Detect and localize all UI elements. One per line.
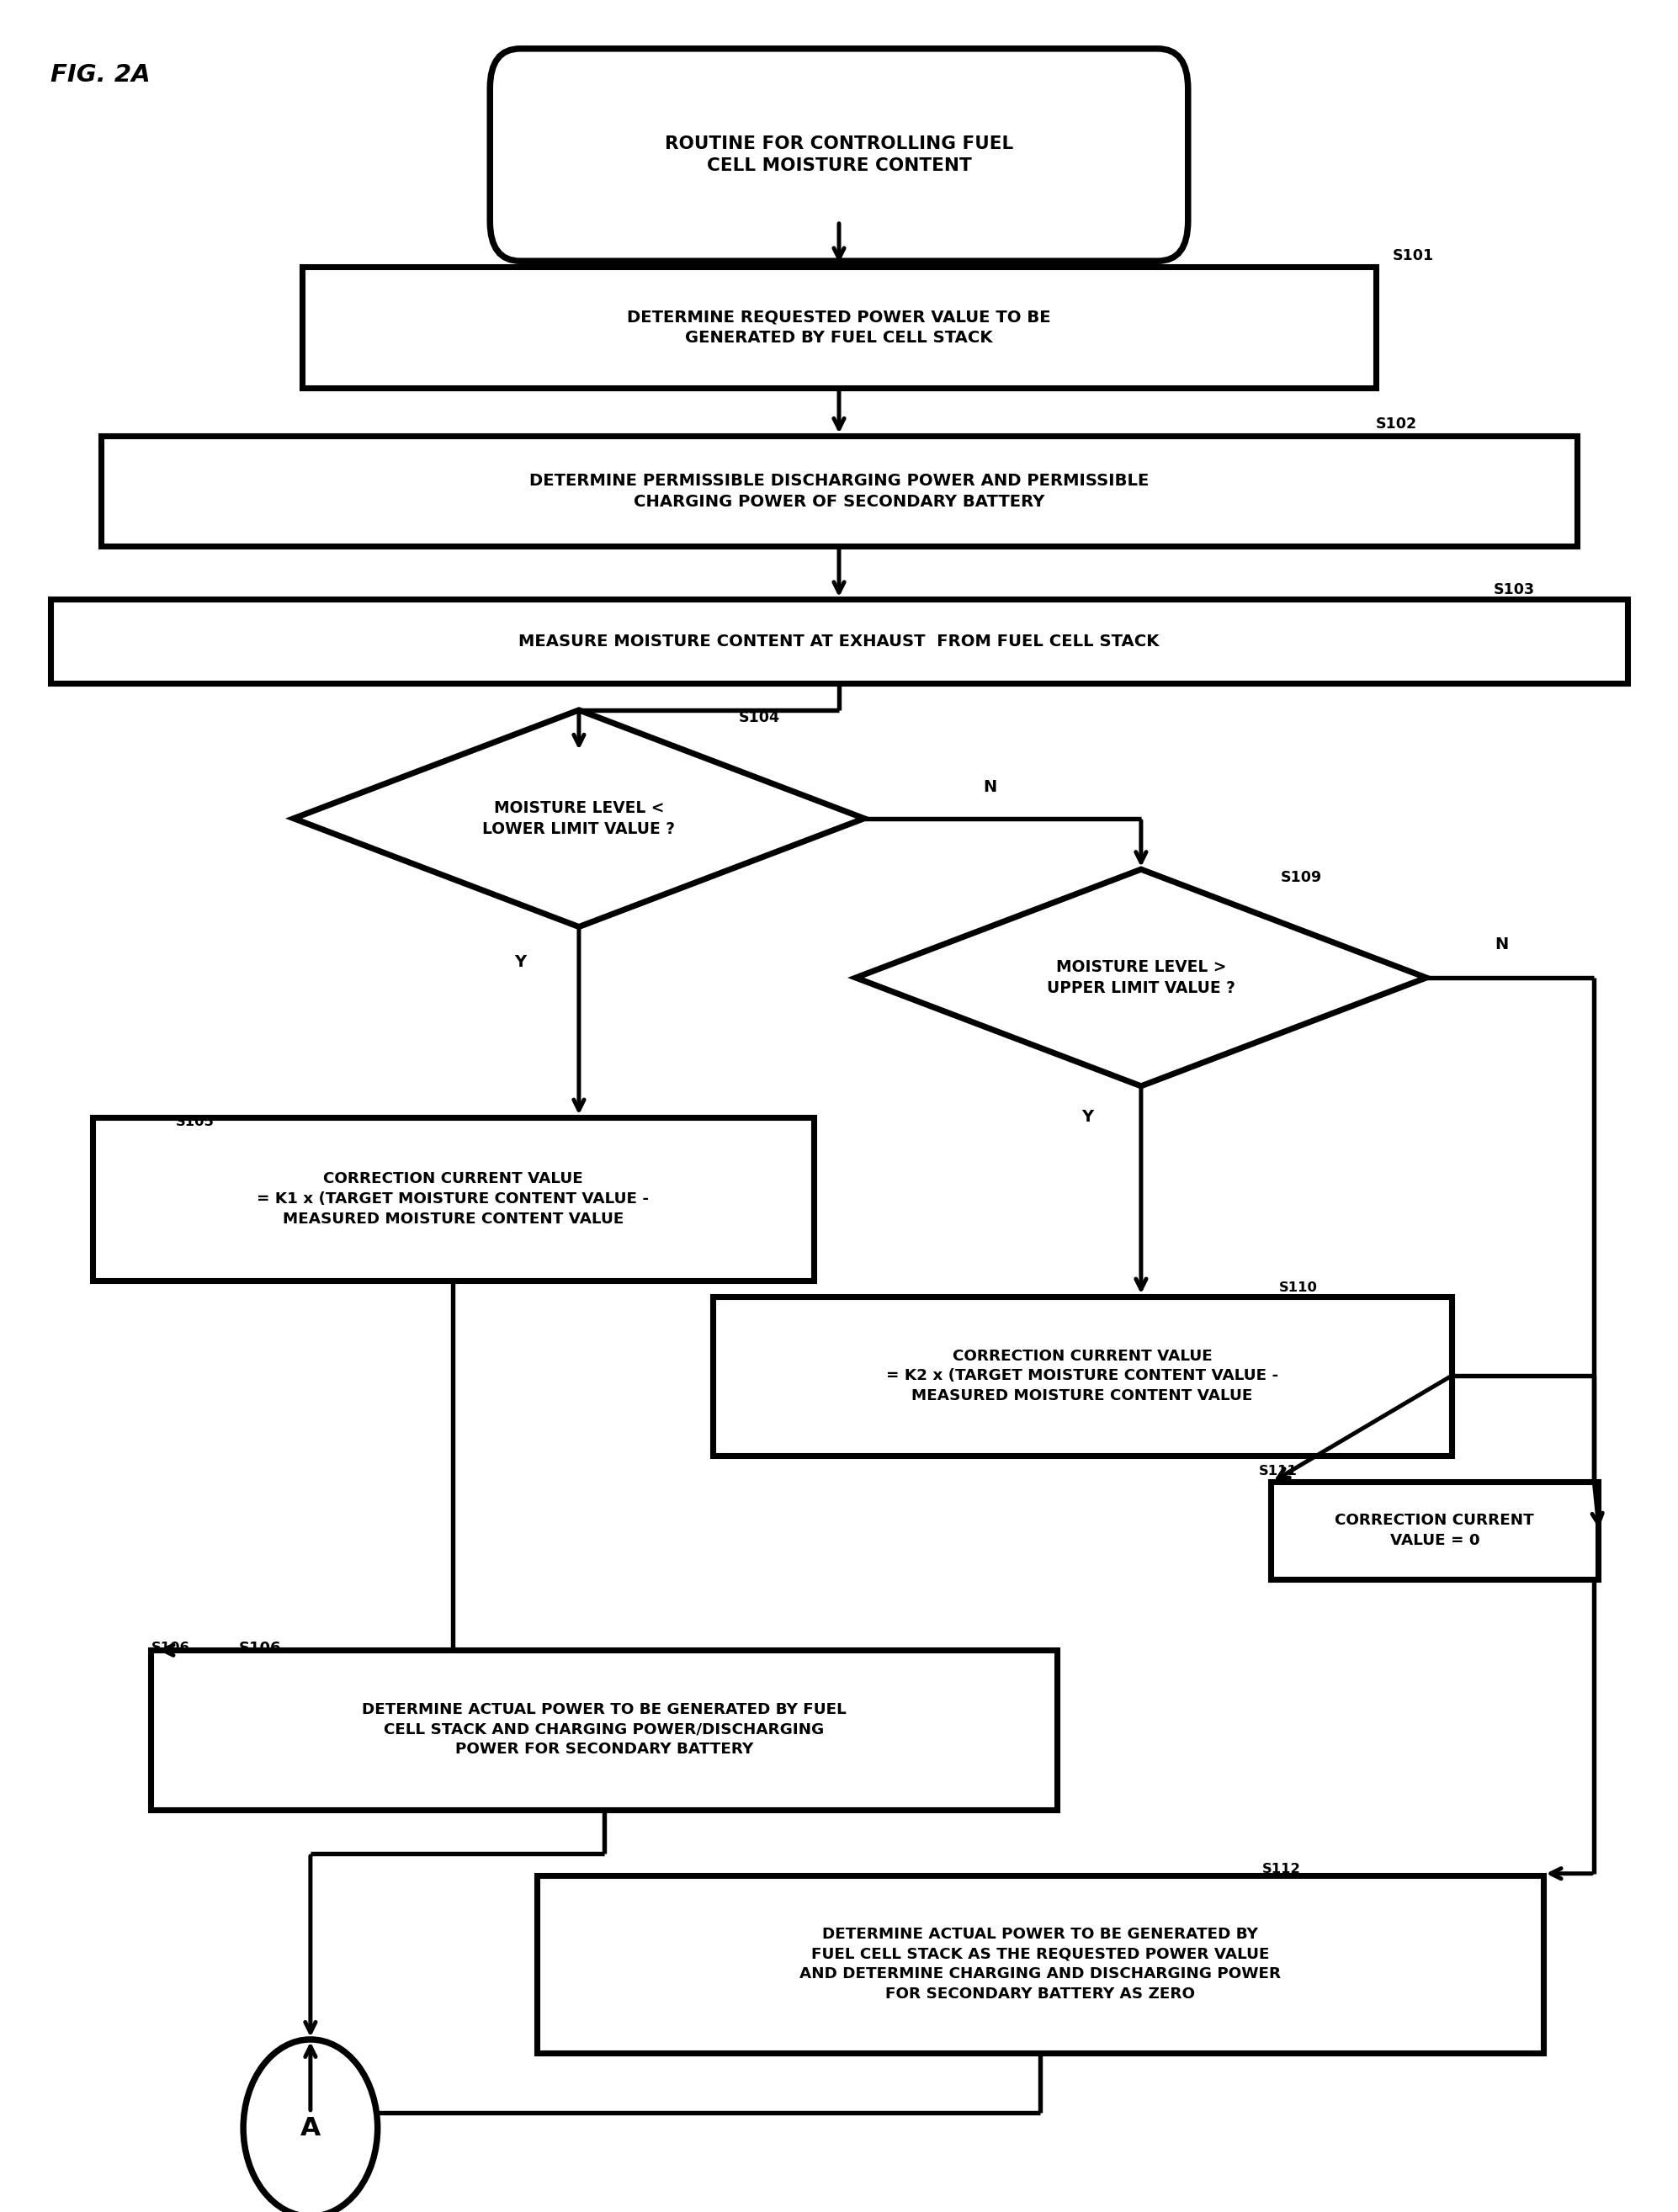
- Bar: [92, 1117, 814, 1281]
- Text: MOISTURE LEVEL <
LOWER LIMIT VALUE ?: MOISTURE LEVEL < LOWER LIMIT VALUE ?: [483, 801, 675, 836]
- Text: DETERMINE PERMISSIBLE DISCHARGING POWER AND PERMISSIBLE
CHARGING POWER OF SECOND: DETERMINE PERMISSIBLE DISCHARGING POWER …: [529, 473, 1149, 509]
- Bar: [537, 1876, 1544, 2053]
- Text: S101: S101: [1393, 248, 1435, 263]
- Text: S102: S102: [1376, 416, 1418, 431]
- Text: CORRECTION CURRENT VALUE
= K1 x (TARGET MOISTURE CONTENT VALUE -
MEASURED MOISTU: CORRECTION CURRENT VALUE = K1 x (TARGET …: [257, 1172, 649, 1225]
- Bar: [101, 436, 1577, 546]
- Text: N: N: [1495, 936, 1509, 953]
- Text: CORRECTION CURRENT
VALUE = 0: CORRECTION CURRENT VALUE = 0: [1336, 1513, 1534, 1548]
- Text: S112: S112: [1262, 1863, 1300, 1876]
- Text: S109: S109: [1280, 869, 1322, 885]
- Text: Y: Y: [1081, 1108, 1094, 1126]
- Text: S103: S103: [1493, 582, 1535, 597]
- Text: N: N: [983, 779, 997, 796]
- Text: A: A: [300, 2115, 320, 2141]
- Bar: [1272, 1482, 1597, 1579]
- Text: S106: S106: [238, 1641, 282, 1655]
- FancyBboxPatch shape: [490, 49, 1188, 261]
- Text: ROUTINE FOR CONTROLLING FUEL
CELL MOISTURE CONTENT: ROUTINE FOR CONTROLLING FUEL CELL MOISTU…: [664, 135, 1014, 175]
- Text: MOISTURE LEVEL >
UPPER LIMIT VALUE ?: MOISTURE LEVEL > UPPER LIMIT VALUE ?: [1047, 960, 1235, 995]
- Text: MEASURE MOISTURE CONTENT AT EXHAUST  FROM FUEL CELL STACK: MEASURE MOISTURE CONTENT AT EXHAUST FROM…: [519, 633, 1159, 650]
- Text: S110: S110: [1279, 1281, 1317, 1294]
- Text: S111: S111: [1258, 1464, 1297, 1478]
- Text: CORRECTION CURRENT VALUE
= K2 x (TARGET MOISTURE CONTENT VALUE -
MEASURED MOISTU: CORRECTION CURRENT VALUE = K2 x (TARGET …: [886, 1349, 1279, 1402]
- Text: S106: S106: [151, 1641, 190, 1655]
- Text: DETERMINE ACTUAL POWER TO BE GENERATED BY FUEL
CELL STACK AND CHARGING POWER/DIS: DETERMINE ACTUAL POWER TO BE GENERATED B…: [362, 1703, 846, 1756]
- Text: DETERMINE ACTUAL POWER TO BE GENERATED BY
FUEL CELL STACK AS THE REQUESTED POWER: DETERMINE ACTUAL POWER TO BE GENERATED B…: [800, 1927, 1280, 2002]
- Polygon shape: [856, 869, 1426, 1086]
- Text: FIG. 2A: FIG. 2A: [50, 64, 149, 86]
- Text: S105: S105: [176, 1115, 215, 1128]
- Polygon shape: [294, 710, 864, 927]
- Bar: [713, 1296, 1451, 1455]
- Bar: [50, 599, 1628, 684]
- Circle shape: [243, 2039, 378, 2212]
- Text: Y: Y: [513, 953, 527, 971]
- Text: S104: S104: [738, 710, 780, 726]
- Bar: [151, 1650, 1057, 1809]
- Bar: [302, 265, 1376, 387]
- Text: DETERMINE REQUESTED POWER VALUE TO BE
GENERATED BY FUEL CELL STACK: DETERMINE REQUESTED POWER VALUE TO BE GE…: [628, 310, 1050, 345]
